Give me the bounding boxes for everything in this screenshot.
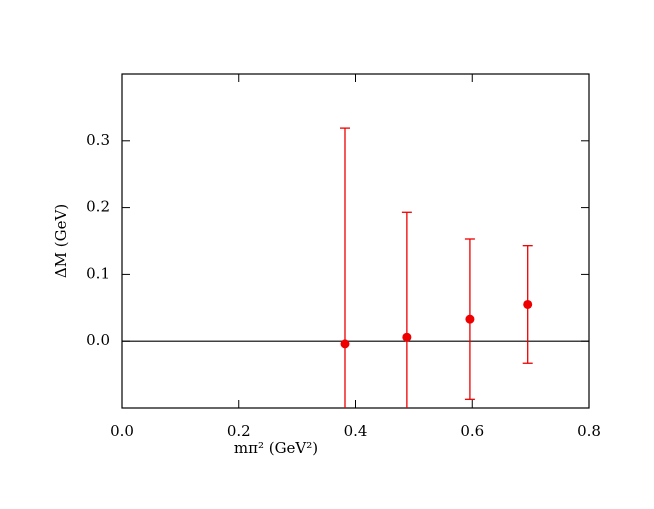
x-tick-label: 0.8 (577, 422, 601, 440)
y-axis-label: ΔM (GeV) (52, 204, 70, 278)
point (523, 299, 533, 309)
x-tick-label: 0.4 (344, 422, 368, 440)
y-tick-label: 0.0 (86, 331, 110, 349)
x-tick-label: 0.6 (460, 422, 484, 440)
point (340, 339, 350, 349)
plot-frame (121, 73, 590, 409)
x-axis-label: mπ² (GeV²) (234, 439, 318, 457)
x-tick-label: 0.2 (227, 422, 251, 440)
point (402, 332, 412, 342)
x-tick-label: 0.0 (110, 422, 134, 440)
y-tick-label: 0.1 (86, 264, 110, 282)
y-tick-label: 0.2 (86, 198, 110, 216)
y-tick-label: 0.3 (86, 131, 110, 149)
point (465, 314, 475, 324)
